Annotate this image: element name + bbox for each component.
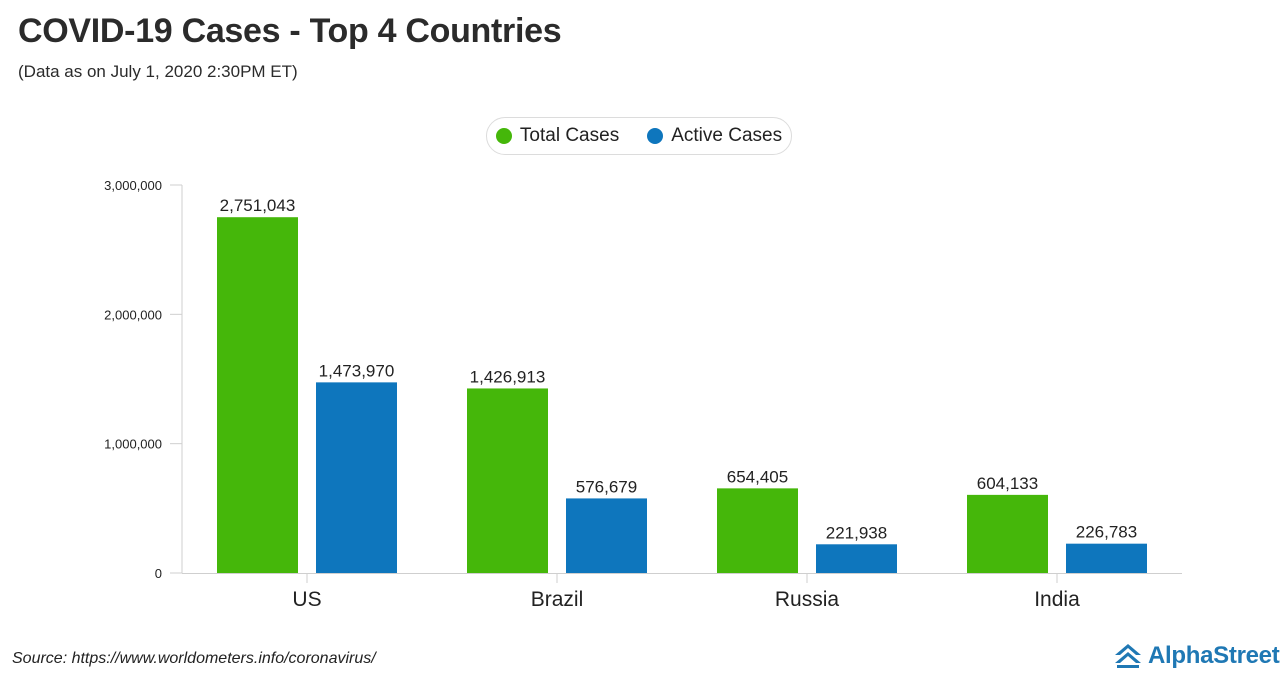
brand-name: AlphaStreet xyxy=(1148,642,1280,669)
bar-active-cases xyxy=(566,498,647,573)
y-tick-label: 0 xyxy=(155,566,162,581)
data-label: 654,405 xyxy=(727,467,788,486)
y-tick-label: 1,000,000 xyxy=(104,437,162,452)
brand-logo[interactable]: AlphaStreet xyxy=(1114,642,1280,670)
bar-total-cases xyxy=(967,494,1048,573)
legend-swatch-total-cases xyxy=(495,128,512,144)
legend-item-active-cases[interactable]: Active Cases xyxy=(647,125,782,147)
legend-item-total-cases[interactable]: Total Cases xyxy=(495,125,620,147)
bar-active-cases xyxy=(316,382,397,573)
chart-subtitle: (Data as on July 1, 2020 2:30PM ET) xyxy=(18,62,298,81)
data-label: 1,426,913 xyxy=(470,367,546,386)
x-tick-label: Russia xyxy=(775,588,840,611)
bar-active-cases xyxy=(816,544,897,573)
data-label: 1,473,970 xyxy=(319,361,395,380)
x-tick-label: US xyxy=(292,588,321,611)
alphastreet-logo-icon xyxy=(1115,644,1141,668)
legend-swatch-active-cases xyxy=(647,128,664,144)
legend-label-total-cases: Total Cases xyxy=(519,125,620,146)
y-tick-label: 2,000,000 xyxy=(104,307,162,322)
chart-title: COVID-19 Cases - Top 4 Countries xyxy=(18,12,562,50)
data-label: 604,133 xyxy=(977,474,1038,493)
bar-active-cases xyxy=(1066,543,1147,573)
legend-label-active-cases: Active Cases xyxy=(671,125,783,146)
data-label: 226,783 xyxy=(1076,523,1137,542)
data-label: 576,679 xyxy=(576,477,637,496)
bar-total-cases xyxy=(217,217,298,574)
x-tick-label: Brazil xyxy=(531,588,584,611)
source-note: Source: https://www.worldometers.info/co… xyxy=(12,650,376,667)
bar-total-cases xyxy=(717,488,798,573)
data-label: 221,938 xyxy=(826,523,887,542)
data-label: 2,751,043 xyxy=(220,196,296,215)
bar-chart: 0 1,000,000 2,000,000 3,000,000 US 2,751,043 1… xyxy=(104,178,1182,611)
x-tick-label: India xyxy=(1034,588,1080,611)
bar-total-cases xyxy=(467,388,548,573)
chart-legend: Total Cases Active Cases xyxy=(486,117,792,155)
y-tick-label: 3,000,000 xyxy=(104,178,162,193)
